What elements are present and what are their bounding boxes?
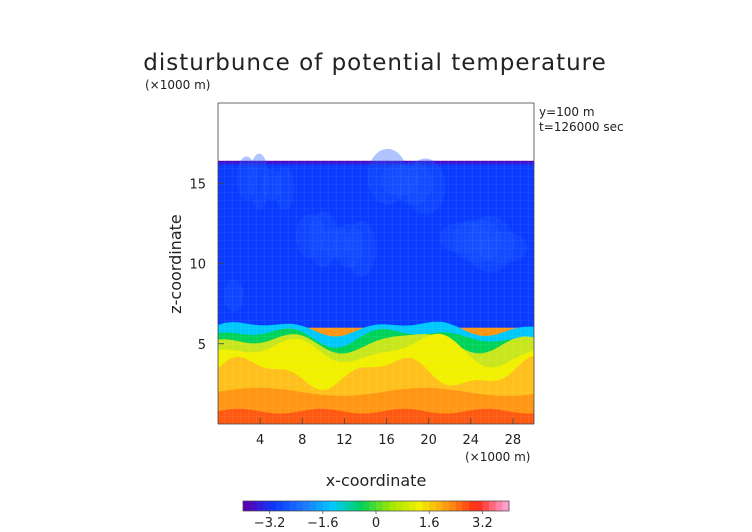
- colorbar-tick-label: −3.2: [254, 516, 286, 531]
- colorbar-cell: [282, 501, 290, 511]
- plot-area: [217, 102, 535, 425]
- colorbar-tick-label: 0: [372, 516, 380, 531]
- colorbar-cell: [356, 501, 364, 511]
- colorbar-cell: [495, 501, 503, 511]
- x-tick-label: 12: [336, 433, 353, 448]
- colorbar-cell: [269, 501, 277, 511]
- colorbar-cell: [442, 501, 450, 511]
- colorbar-cell: [482, 501, 490, 511]
- colorbar-cell: [289, 501, 297, 511]
- x-tick-label: 4: [256, 433, 264, 448]
- colorbar: [242, 500, 510, 512]
- y-scale-note: (×1000 m): [145, 78, 210, 92]
- x-tick-label: 16: [378, 433, 395, 448]
- colorbar-cell: [369, 501, 377, 511]
- colorbar-cell: [349, 501, 357, 511]
- y-tick-label: 5: [198, 338, 206, 353]
- annotation-y-position: y=100 m: [539, 105, 595, 119]
- x-scale-note: (×1000 m): [465, 450, 530, 464]
- x-tick-label: 28: [505, 433, 522, 448]
- colorbar-cell: [489, 501, 497, 511]
- colorbar-cell: [342, 501, 350, 511]
- colorbar-cell: [382, 501, 390, 511]
- colorbar-tick-label: −1.6: [307, 516, 339, 531]
- colorbar-cell: [402, 501, 410, 511]
- colorbar-ticks: −3.2 −1.6 0 1.6 3.2: [254, 511, 493, 531]
- colorbar-cell: [262, 501, 270, 511]
- colorbar-cell: [362, 501, 370, 511]
- colorbar-cell: [422, 501, 430, 511]
- colorbar-cell: [475, 501, 483, 511]
- y-axis: 5 10 15: [189, 177, 224, 353]
- x-axis: 4 8 12 16 20 24 28: [256, 418, 521, 448]
- colorbar-cell: [302, 501, 310, 511]
- colorbar-cell: [502, 501, 510, 511]
- colorbar-cell: [276, 501, 284, 511]
- colorbar-cell: [395, 501, 403, 511]
- y-tick-label: 10: [189, 258, 206, 273]
- colorbar-cell: [316, 501, 324, 511]
- colorbar-cell: [243, 501, 251, 511]
- colorbar-cell: [322, 501, 330, 511]
- colorbar-cell: [462, 501, 470, 511]
- colorbar-cell: [455, 501, 463, 511]
- x-tick-label: 20: [420, 433, 437, 448]
- chart-title: disturbunce of potential temperature: [143, 50, 607, 76]
- temperature-field: [218, 148, 534, 424]
- colorbar-cell: [249, 501, 257, 511]
- grid-overlay: [218, 160, 534, 424]
- colorbar-cell: [256, 501, 264, 511]
- colorbar-tick-label: 3.2: [472, 516, 493, 531]
- colorbar-cell: [449, 501, 457, 511]
- y-tick-label: 15: [189, 177, 206, 192]
- colorbar-tick-label: 1.6: [419, 516, 440, 531]
- colorbar-cell: [296, 501, 304, 511]
- y-axis-label: z-coordinate: [166, 214, 185, 314]
- x-tick-label: 24: [463, 433, 480, 448]
- colorbar-cell: [376, 501, 384, 511]
- colorbar-cell: [409, 501, 417, 511]
- colorbar-cell: [415, 501, 423, 511]
- x-tick-label: 8: [298, 433, 306, 448]
- x-axis-label: x-coordinate: [326, 471, 427, 490]
- colorbar-cell: [336, 501, 344, 511]
- colorbar-cell: [435, 501, 443, 511]
- colorbar-cell: [429, 501, 437, 511]
- colorbar-cell: [309, 501, 317, 511]
- colorbar-cell: [389, 501, 397, 511]
- annotation-time: t=126000 sec: [539, 120, 624, 134]
- colorbar-cell: [329, 501, 337, 511]
- colorbar-cell: [469, 501, 477, 511]
